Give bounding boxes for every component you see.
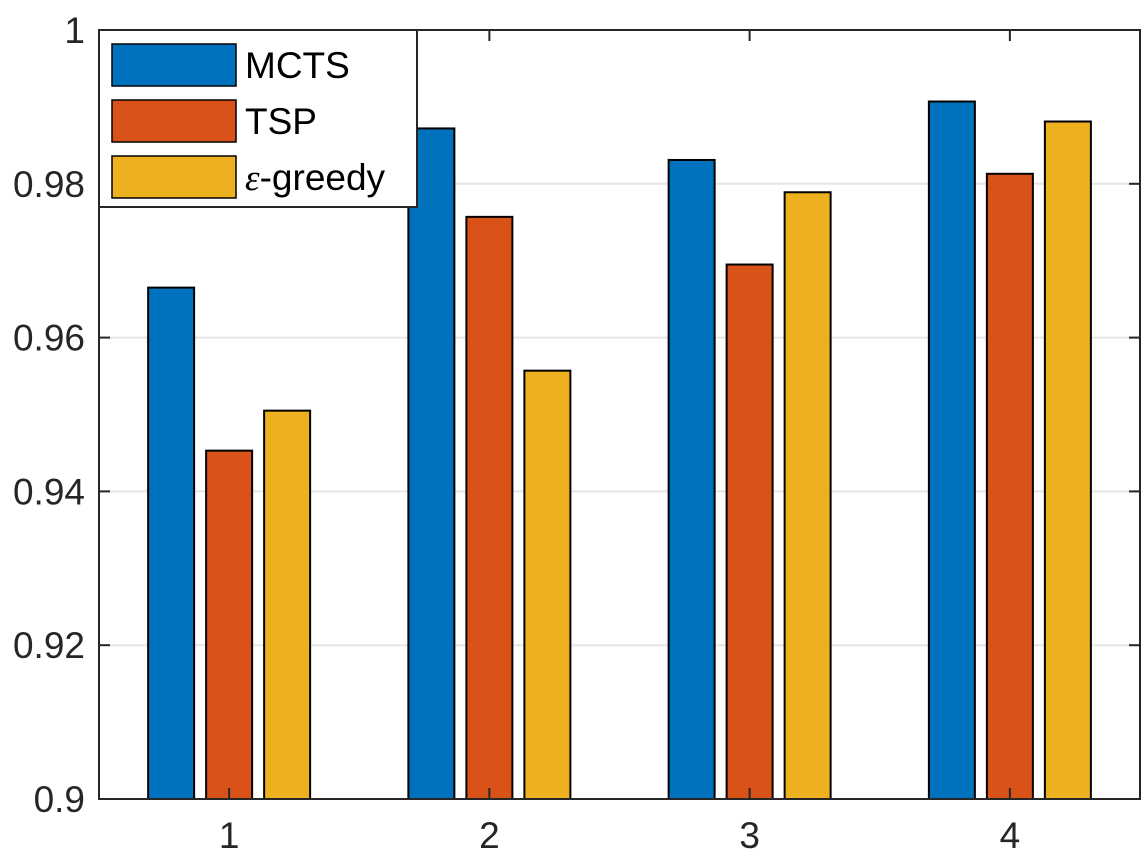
legend-label-tsp: TSP [245,101,317,142]
epsilon-symbol: ε [245,158,260,199]
legend-label-mcts: MCTS [245,45,350,86]
y-tick-label: 0.94 [13,471,85,512]
bar-greedy-4 [1043,120,1092,801]
greedy-text: -greedy [260,157,386,198]
bar-tsp-4 [985,172,1034,801]
y-tick-label: 0.92 [13,625,85,666]
legend-swatch-eps-greedy [111,155,237,199]
bar-mcts-4 [927,100,976,800]
legend-swatch-tsp [111,99,237,143]
x-tick-label: 3 [739,815,760,856]
y-tick-label: 0.98 [13,164,85,205]
bar-mcts-1 [147,286,196,800]
tick-labels: 0.9 0.92 0.94 0.96 0.98 1 1 2 3 4 [13,10,1020,856]
y-tick-label: 0.96 [13,318,85,359]
y-tick-label: 1 [64,10,85,51]
bar-greedy-3 [783,191,832,801]
x-tick-label: 4 [1000,815,1021,856]
legend-swatch-mcts [111,43,237,87]
bar-greedy-1 [263,409,312,800]
bar-tsp-2 [465,215,514,800]
x-tick-label: 2 [479,815,500,856]
legend-label-eps-greedy: ε-greedy [245,157,386,199]
axes-box [98,29,1141,800]
bar-tsp-1 [205,449,254,800]
bar-mcts-3 [667,158,716,800]
x-tick-label: 1 [219,815,240,856]
y-tick-label: 0.9 [34,779,85,820]
bar-tsp-3 [725,263,774,801]
bars [147,100,1092,801]
bar-greedy-2 [523,369,572,800]
bar-mcts-2 [407,127,456,800]
legend: MCTS TSP ε-greedy [98,29,418,208]
